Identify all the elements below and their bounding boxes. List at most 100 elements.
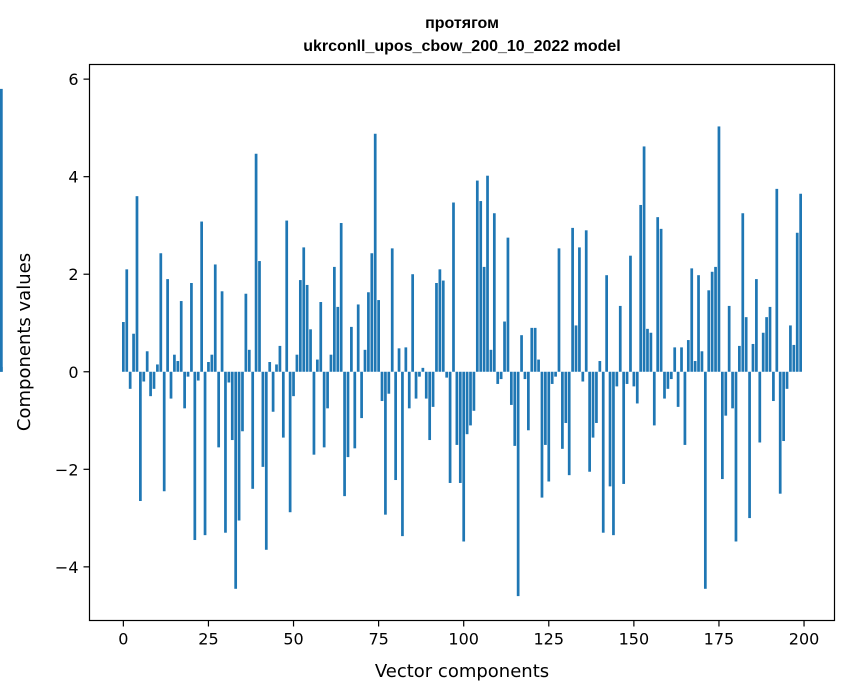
bar-component-137 — [588, 371, 591, 472]
bar-component-97 — [452, 202, 455, 372]
bar-component-170 — [700, 351, 704, 372]
bar-component-71 — [363, 349, 367, 372]
bar-component-87 — [418, 371, 421, 377]
bar-component-182 — [741, 213, 745, 372]
bar-component-159 — [663, 371, 666, 399]
bar-component-93 — [438, 269, 442, 372]
bar-component-168 — [693, 361, 697, 372]
plot-frame — [88, 63, 836, 622]
bar-component-63 — [336, 306, 340, 372]
bar-component-45 — [275, 364, 278, 372]
bar-component-41 — [261, 371, 265, 467]
y-tick-label: 4 — [68, 168, 78, 187]
bar-component-136 — [584, 230, 588, 372]
bar-component-58 — [319, 302, 323, 372]
bar-component-115 — [513, 371, 517, 446]
bar-component-90 — [428, 371, 432, 441]
bar-component-100 — [462, 371, 466, 542]
bar-component-132 — [571, 227, 574, 372]
bar-component-196 — [789, 325, 792, 372]
bar-component-129 — [561, 371, 564, 449]
bar-component-111 — [499, 371, 503, 380]
bar-component-145 — [615, 371, 619, 387]
bar-component-84 — [407, 371, 411, 409]
bar-component-146 — [618, 305, 622, 372]
bar-component-77 — [384, 371, 387, 515]
bar-component-56 — [312, 371, 316, 455]
bar-component-7 — [145, 351, 149, 372]
bar-component-95 — [445, 371, 449, 378]
bar-component-40 — [258, 261, 261, 372]
bar-component-127 — [554, 371, 557, 377]
bar-component-21 — [193, 371, 197, 541]
bar-component-72 — [367, 292, 370, 372]
bar-component-13 — [166, 279, 169, 372]
bar-component-32 — [230, 371, 234, 441]
bar-component-81 — [397, 348, 401, 372]
bar-component-6 — [142, 371, 146, 382]
bar-component-49 — [288, 371, 292, 513]
bar-component-94 — [441, 280, 445, 372]
bar-component-0 — [122, 322, 125, 372]
bar-component-148 — [625, 371, 629, 384]
y-axis-ticks: −4 −2 0 2 4 6 — [55, 70, 90, 577]
bar-component-109 — [492, 213, 496, 372]
x-tick-label: 125 — [534, 630, 565, 649]
bar-component-179 — [731, 371, 734, 409]
bar-component-48 — [285, 220, 289, 372]
x-tick-label: 100 — [448, 630, 479, 649]
bar-component-55 — [309, 329, 312, 372]
bar-component-167 — [690, 268, 694, 372]
bar-component-191 — [772, 371, 775, 402]
bar-component-70 — [360, 371, 363, 419]
bar-component-20 — [190, 283, 193, 372]
x-tick-label: 150 — [619, 630, 650, 649]
bar-component-118 — [523, 371, 527, 380]
bar-component-4 — [135, 196, 139, 372]
bar-component-164 — [680, 347, 683, 372]
bar-component-99 — [458, 371, 462, 483]
bar-component-92 — [435, 283, 438, 372]
bar-component-135 — [581, 371, 585, 382]
bar-component-185 — [751, 343, 755, 372]
bar-component-124 — [544, 371, 547, 445]
bar-component-10 — [156, 364, 159, 372]
bar-component-147 — [622, 371, 626, 484]
bar-component-62 — [333, 266, 336, 372]
bar-component-162 — [673, 347, 677, 372]
bar-component-166 — [686, 340, 690, 372]
bar-component-18 — [183, 371, 186, 409]
bar-component-82 — [401, 371, 404, 537]
bar-component-11 — [159, 253, 163, 372]
bar-component-123 — [540, 371, 544, 498]
bar-component-5 — [139, 371, 142, 502]
x-tick-label: 75 — [368, 630, 388, 649]
bar-component-64 — [339, 223, 343, 372]
bar-component-199 — [799, 193, 802, 372]
bar-component-119 — [527, 371, 530, 431]
bar-component-154 — [646, 328, 649, 372]
bar-component-39 — [254, 153, 258, 372]
bar-component-133 — [574, 325, 578, 372]
bar-component-80 — [394, 371, 397, 481]
bar-component-128 — [557, 248, 561, 372]
bar-component-163 — [676, 371, 680, 407]
bar-component-125 — [547, 371, 551, 482]
bar-component-54 — [305, 284, 309, 372]
bar-component-178 — [727, 305, 731, 372]
bars-group — [0, 88, 802, 597]
bar-component-46 — [278, 345, 282, 372]
bar-component-8 — [149, 371, 152, 397]
bar-component-83 — [404, 347, 408, 372]
bar-component-28 — [217, 371, 221, 448]
bar-component-174 — [714, 266, 717, 372]
bar-component-51 — [295, 354, 299, 372]
bar-component-193 — [778, 371, 782, 494]
x-tick-label: 0 — [118, 630, 128, 649]
bar-component-176 — [721, 371, 724, 480]
bar-component-144 — [612, 371, 615, 536]
bar-component-76 — [380, 371, 384, 402]
bar-component-43 — [268, 362, 272, 372]
bar-component-108 — [489, 349, 493, 372]
bar-component-112 — [503, 321, 506, 372]
